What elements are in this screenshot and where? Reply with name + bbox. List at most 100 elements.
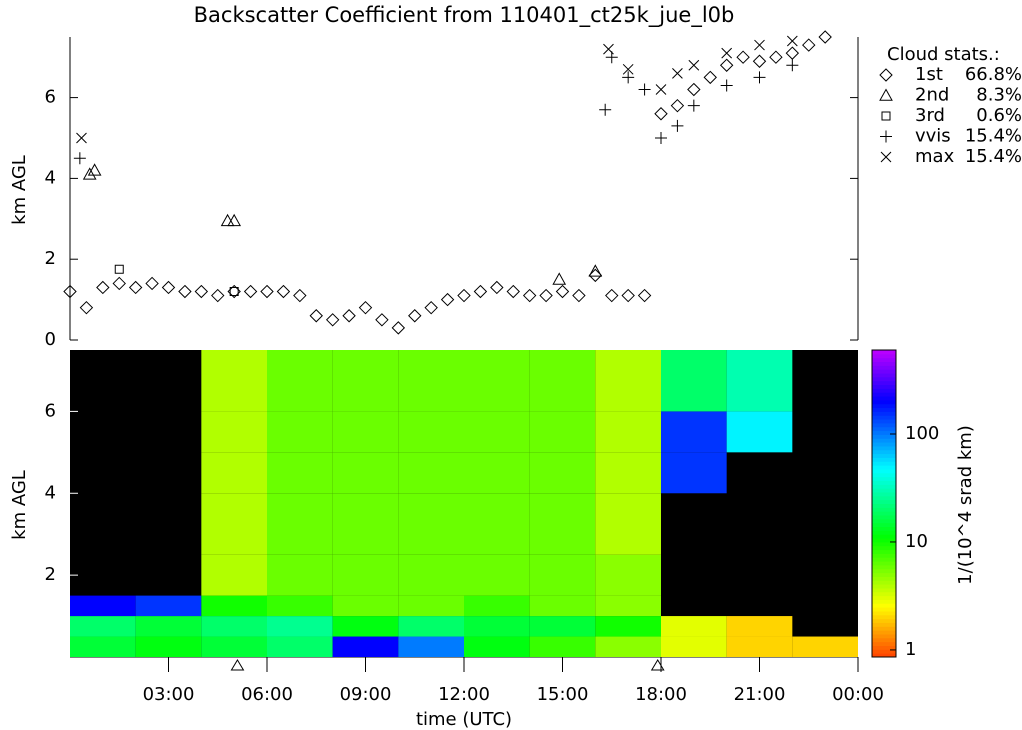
heatmap-cell bbox=[464, 452, 530, 494]
y-tick-label: 2 bbox=[45, 564, 56, 585]
heatmap-cell bbox=[726, 411, 793, 453]
colorbar-segment bbox=[872, 392, 896, 397]
colorbar-segment bbox=[872, 545, 896, 551]
heatmap-cell bbox=[135, 595, 202, 617]
heatmap-cell bbox=[332, 595, 399, 617]
heatmap-cell bbox=[398, 616, 464, 637]
y-axis-label: km AGL bbox=[9, 470, 30, 540]
marker-diamond bbox=[112, 276, 126, 291]
legend-name: 1st bbox=[915, 64, 943, 85]
heatmap-cell bbox=[661, 411, 727, 453]
heatmap-cell bbox=[398, 636, 464, 657]
marker-diamond bbox=[769, 50, 783, 64]
heatmap-cell bbox=[267, 595, 333, 617]
colorbar-segment bbox=[872, 549, 896, 554]
heatmap-cell bbox=[595, 554, 661, 596]
marker-diamond bbox=[440, 292, 455, 307]
marker-cross bbox=[76, 132, 87, 144]
colorbar-segment bbox=[872, 541, 896, 547]
heatmap-cell bbox=[726, 636, 793, 657]
y-axis-label: km AGL bbox=[9, 155, 30, 225]
colorbar-segment bbox=[872, 630, 896, 635]
legend-value: 66.8% bbox=[965, 64, 1022, 85]
marker-diamond bbox=[211, 288, 225, 303]
marker-triangle bbox=[552, 272, 567, 285]
marker-cross bbox=[721, 47, 733, 59]
colorbar-segment bbox=[872, 376, 896, 382]
y-tick-label: 6 bbox=[45, 87, 56, 108]
colorbar-segment bbox=[872, 507, 896, 512]
legend-name: 3rd bbox=[915, 105, 945, 126]
colorbar-segment bbox=[872, 538, 896, 543]
heatmap-cell bbox=[726, 350, 793, 412]
colorbar-segment bbox=[872, 568, 896, 574]
colorbar-segment bbox=[872, 396, 896, 401]
legend-value: 15.4% bbox=[965, 146, 1022, 167]
heatmap-cell bbox=[201, 493, 267, 555]
marker-triangle bbox=[82, 167, 97, 180]
colorbar-segment bbox=[872, 595, 896, 600]
heatmap-cell bbox=[464, 636, 530, 657]
marker-diamond bbox=[161, 280, 176, 295]
heatmap-cell bbox=[70, 595, 136, 617]
marker-cross bbox=[688, 59, 700, 71]
marker-diamond bbox=[260, 284, 274, 299]
heatmap-cell bbox=[201, 616, 267, 637]
colorbar-segment bbox=[872, 357, 896, 363]
colorbar-segment bbox=[872, 522, 896, 528]
colorbar-segment bbox=[872, 445, 896, 451]
heatmap-cell bbox=[332, 636, 399, 657]
colorbar-segment bbox=[872, 534, 896, 539]
colorbar-segment bbox=[872, 434, 896, 439]
colorbar-segment bbox=[872, 480, 896, 485]
marker-cross bbox=[603, 43, 614, 55]
heatmap-cell bbox=[201, 636, 267, 657]
marker-diamond bbox=[375, 313, 389, 327]
marker-diamond bbox=[752, 54, 767, 68]
colorbar-segment bbox=[872, 530, 896, 535]
heatmap-cell bbox=[661, 616, 727, 637]
marker-diamond bbox=[654, 107, 668, 121]
heatmap-cell bbox=[529, 595, 596, 617]
colorbar-segment bbox=[872, 580, 896, 585]
colorbar-segment bbox=[872, 419, 896, 424]
marker-diamond bbox=[506, 284, 520, 299]
colorbar-segment bbox=[872, 599, 896, 604]
colorbar-segment bbox=[872, 499, 896, 504]
colorbar-segment bbox=[872, 645, 896, 650]
marker-plus bbox=[605, 51, 618, 64]
marker-diamond bbox=[342, 309, 356, 323]
colorbar-segment bbox=[872, 415, 896, 420]
marker-plus bbox=[786, 59, 799, 72]
colorbar-segment bbox=[872, 476, 896, 481]
heatmap-cell bbox=[529, 554, 596, 596]
legend-symbol bbox=[880, 151, 892, 163]
colorbar-segment bbox=[872, 603, 896, 608]
marker-triangle bbox=[227, 213, 242, 227]
legend-symbol bbox=[881, 111, 891, 121]
x-tick-label: 06:00 bbox=[241, 684, 293, 705]
colorbar-segment bbox=[872, 637, 896, 643]
marker-square bbox=[229, 287, 239, 297]
colorbar-segment bbox=[872, 453, 896, 458]
colorbar-segment bbox=[872, 426, 896, 432]
colorbar-segment bbox=[872, 403, 896, 409]
colorbar-segment bbox=[872, 622, 896, 627]
heatmap-cell bbox=[792, 636, 858, 657]
heatmap-cell bbox=[201, 350, 267, 412]
marker-triangle bbox=[87, 163, 102, 176]
x-tick-label: 03:00 bbox=[143, 684, 195, 705]
marker-plus bbox=[720, 79, 733, 92]
x-tick-label: 00:00 bbox=[832, 684, 884, 705]
colorbar-tick-label: 10 bbox=[905, 531, 928, 552]
heatmap-cell bbox=[464, 595, 530, 617]
colorbar-segment bbox=[872, 373, 896, 378]
marker-plus bbox=[622, 71, 635, 84]
heatmap-cell bbox=[398, 493, 464, 555]
colorbar-tick-label: 100 bbox=[905, 423, 939, 444]
heatmap-cell bbox=[267, 452, 333, 494]
marker-diamond bbox=[490, 280, 504, 295]
marker-diamond bbox=[703, 70, 717, 85]
legend-value: 0.6% bbox=[976, 105, 1022, 126]
colorbar-segment bbox=[872, 461, 896, 466]
